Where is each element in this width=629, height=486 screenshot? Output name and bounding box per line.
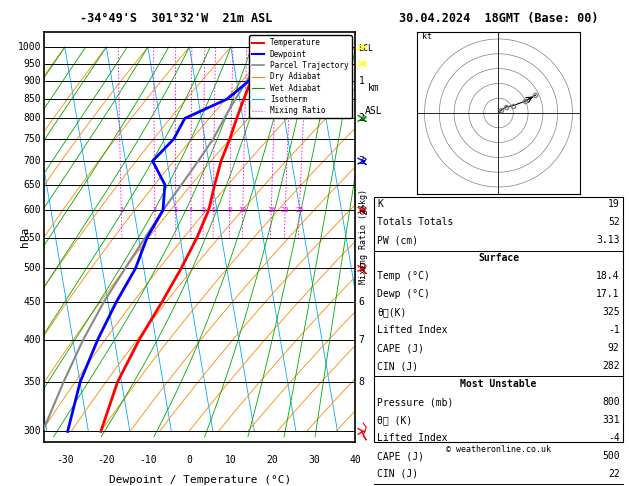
Text: -1: -1 <box>608 325 620 335</box>
Text: CIN (J): CIN (J) <box>377 469 418 479</box>
Text: Surface: Surface <box>478 253 519 263</box>
Text: Lifted Index: Lifted Index <box>377 433 448 443</box>
Text: Pressure (mb): Pressure (mb) <box>377 397 454 407</box>
Text: 950: 950 <box>23 58 41 69</box>
Text: 331: 331 <box>602 415 620 425</box>
Text: 500: 500 <box>23 263 41 274</box>
Text: PW (cm): PW (cm) <box>377 235 418 245</box>
Text: 325: 325 <box>602 307 620 317</box>
Text: 7: 7 <box>359 335 364 345</box>
Text: 10: 10 <box>238 207 247 213</box>
Text: -34°49'S  301°32'W  21m ASL: -34°49'S 301°32'W 21m ASL <box>80 12 272 25</box>
Text: 1000: 1000 <box>18 42 41 52</box>
Text: 20: 20 <box>281 207 289 213</box>
Text: 0: 0 <box>186 454 192 465</box>
Text: 3: 3 <box>359 156 364 166</box>
Text: CAPE (J): CAPE (J) <box>377 343 425 353</box>
Text: 350: 350 <box>23 377 41 387</box>
Text: 750: 750 <box>23 134 41 144</box>
Text: 18.4: 18.4 <box>596 271 620 281</box>
Text: LCL: LCL <box>359 44 374 53</box>
Text: -20: -20 <box>97 454 115 465</box>
Text: -4: -4 <box>608 433 620 443</box>
Text: 3: 3 <box>174 207 178 213</box>
Text: 3.13: 3.13 <box>596 235 620 245</box>
Text: Temp (°C): Temp (°C) <box>377 271 430 281</box>
Text: 19: 19 <box>608 199 620 209</box>
Text: 52: 52 <box>608 217 620 227</box>
Text: 5: 5 <box>201 207 205 213</box>
Text: CAPE (J): CAPE (J) <box>377 451 425 461</box>
Text: 17.1: 17.1 <box>596 289 620 299</box>
Text: K: K <box>377 199 383 209</box>
Text: hPa: hPa <box>20 227 30 247</box>
Text: 850: 850 <box>23 94 41 104</box>
Text: 550: 550 <box>23 233 41 243</box>
Text: Totals Totals: Totals Totals <box>377 217 454 227</box>
Text: Most Unstable: Most Unstable <box>460 379 537 389</box>
Text: 700: 700 <box>23 156 41 166</box>
Text: Lifted Index: Lifted Index <box>377 325 448 335</box>
Text: 2: 2 <box>153 207 157 213</box>
Text: 1: 1 <box>359 76 364 86</box>
Text: 16: 16 <box>267 207 276 213</box>
Text: 6: 6 <box>359 297 364 307</box>
Text: 2: 2 <box>359 113 364 123</box>
Text: Dewp (°C): Dewp (°C) <box>377 289 430 299</box>
Text: 22: 22 <box>608 469 620 479</box>
Text: 8: 8 <box>359 377 364 387</box>
Text: 282: 282 <box>602 361 620 371</box>
Text: ASL: ASL <box>365 105 383 116</box>
Text: 500: 500 <box>602 451 620 461</box>
Text: 10: 10 <box>225 454 237 465</box>
Text: 5: 5 <box>359 263 364 274</box>
Text: 25: 25 <box>295 207 304 213</box>
Text: θᴇ(K): θᴇ(K) <box>377 307 407 317</box>
Text: 600: 600 <box>23 205 41 215</box>
Text: 900: 900 <box>23 76 41 86</box>
Text: 6: 6 <box>211 207 215 213</box>
Text: 4: 4 <box>359 205 364 215</box>
Text: 650: 650 <box>23 180 41 190</box>
Text: 300: 300 <box>23 426 41 436</box>
Text: -10: -10 <box>139 454 157 465</box>
Text: 800: 800 <box>602 397 620 407</box>
Text: 800: 800 <box>23 113 41 123</box>
Text: 8: 8 <box>228 207 232 213</box>
Text: 30.04.2024  18GMT (Base: 00): 30.04.2024 18GMT (Base: 00) <box>399 12 598 25</box>
Text: 30: 30 <box>308 454 320 465</box>
Text: CIN (J): CIN (J) <box>377 361 418 371</box>
Text: 4: 4 <box>189 207 193 213</box>
Legend: Temperature, Dewpoint, Parcel Trajectory, Dry Adiabat, Wet Adiabat, Isotherm, Mi: Temperature, Dewpoint, Parcel Trajectory… <box>249 35 352 118</box>
Text: -30: -30 <box>56 454 74 465</box>
Text: © weatheronline.co.uk: © weatheronline.co.uk <box>446 445 551 454</box>
Text: 1: 1 <box>119 207 123 213</box>
Text: 400: 400 <box>23 335 41 345</box>
Text: 92: 92 <box>608 343 620 353</box>
Text: 450: 450 <box>23 297 41 307</box>
Text: Mixing Ratio (g/kg): Mixing Ratio (g/kg) <box>359 190 367 284</box>
Text: 40: 40 <box>350 454 361 465</box>
Text: θᴇ (K): θᴇ (K) <box>377 415 413 425</box>
Text: kt: kt <box>421 32 431 41</box>
Text: km: km <box>368 83 380 93</box>
Text: Dewpoint / Temperature (°C): Dewpoint / Temperature (°C) <box>109 475 291 485</box>
Text: 20: 20 <box>267 454 278 465</box>
